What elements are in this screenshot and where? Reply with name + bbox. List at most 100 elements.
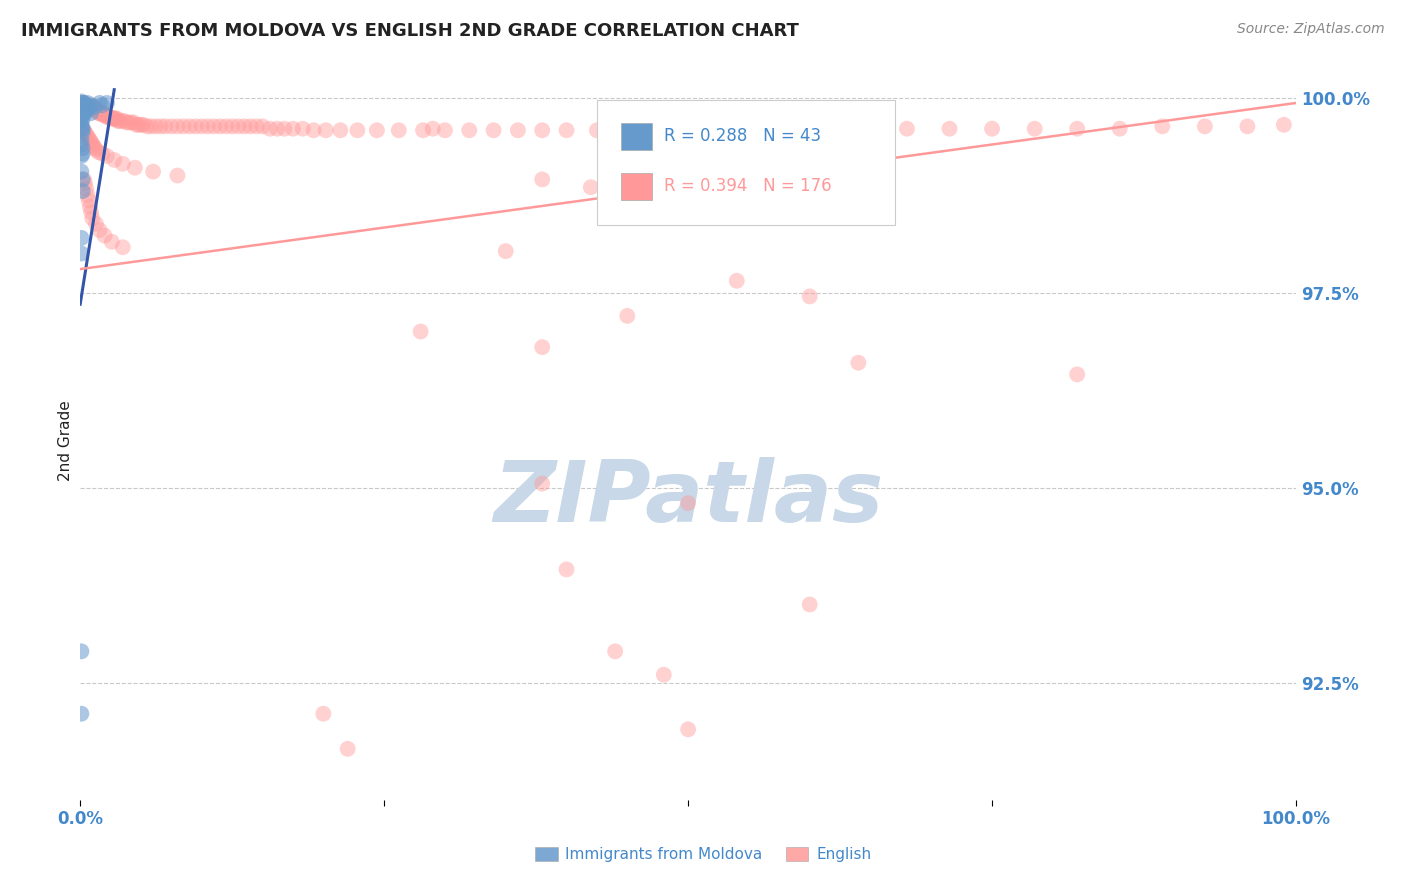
- Point: [70, 95, 93, 110]
- Point: [77, 194, 100, 208]
- Point: [422, 121, 444, 136]
- Point: [531, 476, 554, 491]
- Point: [70, 102, 93, 116]
- Point: [184, 120, 207, 134]
- Point: [84, 143, 107, 157]
- Point: [97, 110, 120, 124]
- Point: [155, 120, 177, 134]
- Point: [70, 164, 93, 178]
- Point: [70, 137, 93, 152]
- Point: [70, 110, 93, 124]
- Point: [652, 667, 675, 681]
- Point: [136, 120, 159, 134]
- Point: [70, 98, 93, 112]
- Point: [179, 120, 201, 134]
- Point: [93, 228, 115, 243]
- Text: R = 0.288   N = 43: R = 0.288 N = 43: [664, 127, 821, 145]
- Point: [749, 123, 772, 137]
- Bar: [621, 123, 651, 150]
- Point: [75, 182, 97, 196]
- Point: [96, 149, 118, 163]
- Point: [616, 309, 638, 323]
- Point: [495, 244, 517, 259]
- Point: [91, 108, 114, 122]
- Text: Source: ZipAtlas.com: Source: ZipAtlas.com: [1237, 22, 1385, 37]
- Point: [101, 112, 124, 126]
- Point: [91, 108, 114, 122]
- Point: [80, 205, 103, 219]
- Point: [302, 123, 325, 137]
- Point: [725, 274, 748, 288]
- Point: [96, 95, 118, 110]
- Text: R = 0.394   N = 176: R = 0.394 N = 176: [664, 177, 831, 195]
- Point: [312, 706, 335, 721]
- Point: [1194, 120, 1216, 134]
- Point: [132, 118, 155, 132]
- Point: [72, 95, 94, 110]
- Point: [73, 106, 96, 120]
- Point: [93, 108, 115, 122]
- Point: [291, 121, 314, 136]
- Point: [73, 98, 96, 112]
- Point: [96, 110, 118, 124]
- Point: [531, 172, 554, 186]
- Point: [233, 120, 256, 134]
- Point: [100, 110, 122, 124]
- Point: [83, 139, 105, 153]
- Point: [73, 126, 96, 140]
- Point: [73, 100, 96, 114]
- Point: [555, 123, 578, 137]
- Point: [72, 98, 94, 112]
- Point: [72, 121, 94, 136]
- Point: [202, 120, 225, 134]
- Point: [86, 103, 108, 118]
- Point: [433, 123, 456, 137]
- Legend: Immigrants from Moldova, English: Immigrants from Moldova, English: [529, 841, 877, 868]
- Point: [73, 103, 96, 118]
- Point: [76, 95, 98, 110]
- Point: [80, 100, 103, 114]
- Point: [79, 133, 101, 147]
- Point: [77, 100, 100, 114]
- Point: [160, 120, 183, 134]
- Point: [77, 131, 100, 145]
- Point: [336, 741, 359, 756]
- Point: [215, 120, 238, 134]
- Point: [366, 123, 388, 137]
- Point: [73, 95, 96, 110]
- Point: [80, 98, 103, 112]
- Point: [1236, 120, 1258, 134]
- Point: [72, 172, 94, 186]
- Point: [579, 180, 602, 194]
- Point: [166, 169, 188, 183]
- Point: [77, 102, 100, 116]
- Point: [266, 121, 288, 136]
- Point: [70, 644, 93, 658]
- Point: [101, 235, 124, 249]
- Point: [87, 106, 110, 120]
- Point: [72, 146, 94, 161]
- Point: [103, 112, 125, 126]
- Point: [72, 108, 94, 122]
- Point: [82, 100, 104, 114]
- Point: [80, 135, 103, 149]
- Point: [846, 356, 869, 370]
- Point: [122, 115, 145, 129]
- Point: [799, 289, 821, 303]
- Point: [75, 102, 97, 116]
- Point: [605, 644, 627, 658]
- Point: [315, 123, 337, 137]
- Point: [388, 123, 411, 137]
- Point: [281, 121, 304, 136]
- Point: [799, 598, 821, 612]
- Point: [89, 106, 111, 120]
- Point: [70, 246, 93, 260]
- Point: [1152, 120, 1174, 134]
- Point: [676, 123, 699, 137]
- Point: [101, 112, 124, 126]
- Point: [129, 118, 152, 132]
- Bar: [621, 173, 651, 201]
- Point: [73, 95, 96, 110]
- Point: [166, 120, 188, 134]
- Point: [75, 127, 97, 141]
